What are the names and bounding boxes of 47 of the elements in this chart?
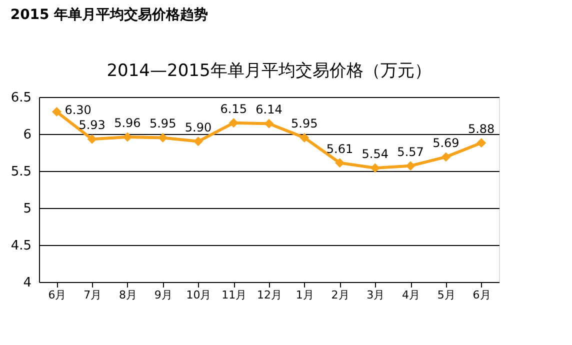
x-tick-label: 3月 — [366, 288, 385, 302]
point — [52, 107, 62, 117]
data-label: 5.90 — [184, 120, 212, 134]
data-label: 6.14 — [256, 102, 282, 117]
y-tick-label: 6 — [23, 128, 32, 142]
chart-title: 2015 年单月平均交易价格趋势 — [10, 6, 208, 23]
x-tick-label: 2月 — [331, 288, 350, 302]
point — [228, 118, 238, 128]
y-tick-label: 5 — [23, 202, 32, 216]
y-tick-label: 5.5 — [10, 164, 32, 180]
x-tick-label: 9月 — [154, 288, 172, 302]
x-tick-label: 4月 — [402, 288, 420, 302]
point — [441, 152, 451, 162]
point — [406, 161, 416, 171]
data-label: 5.93 — [78, 118, 106, 132]
data-label: 5.69 — [432, 136, 460, 150]
y-tick-label: 6.5 — [10, 90, 32, 106]
point — [87, 134, 97, 144]
data-label: 5.61 — [326, 142, 354, 156]
y-tick-label: 4.5 — [10, 238, 32, 254]
x-tick-label: 7月 — [84, 288, 102, 302]
data-label: 5.95 — [149, 116, 176, 131]
x-tick-label: 6月 — [48, 288, 66, 302]
point — [370, 163, 380, 173]
point — [476, 138, 486, 148]
data-label: 5.96 — [114, 116, 141, 130]
point — [335, 158, 345, 168]
point — [122, 132, 132, 142]
x-tick-label: 12月 — [257, 288, 282, 302]
x-tick-label: 10月 — [186, 288, 212, 302]
x-tick-label: 6月 — [472, 288, 491, 302]
point — [300, 132, 310, 142]
data-label: 5.57 — [397, 144, 424, 159]
x-tick-label: 8月 — [118, 288, 137, 302]
x-tick-label: 11月 — [222, 288, 247, 302]
point — [193, 136, 203, 146]
x-tick-label: 5月 — [437, 288, 456, 302]
point — [158, 132, 168, 142]
data-label: 6.15 — [220, 102, 247, 116]
y-tick-label: 4 — [23, 276, 32, 290]
x-tick-label: 1月 — [296, 288, 314, 302]
chart-subtitle: 2014—2015年单月平均交易价格（万元） — [106, 61, 432, 81]
data-label: 6.30 — [64, 102, 92, 117]
data-label: 5.54 — [362, 147, 389, 162]
data-label: 5.88 — [468, 122, 495, 136]
point — [264, 118, 274, 128]
data-label: 5.95 — [291, 116, 318, 131]
